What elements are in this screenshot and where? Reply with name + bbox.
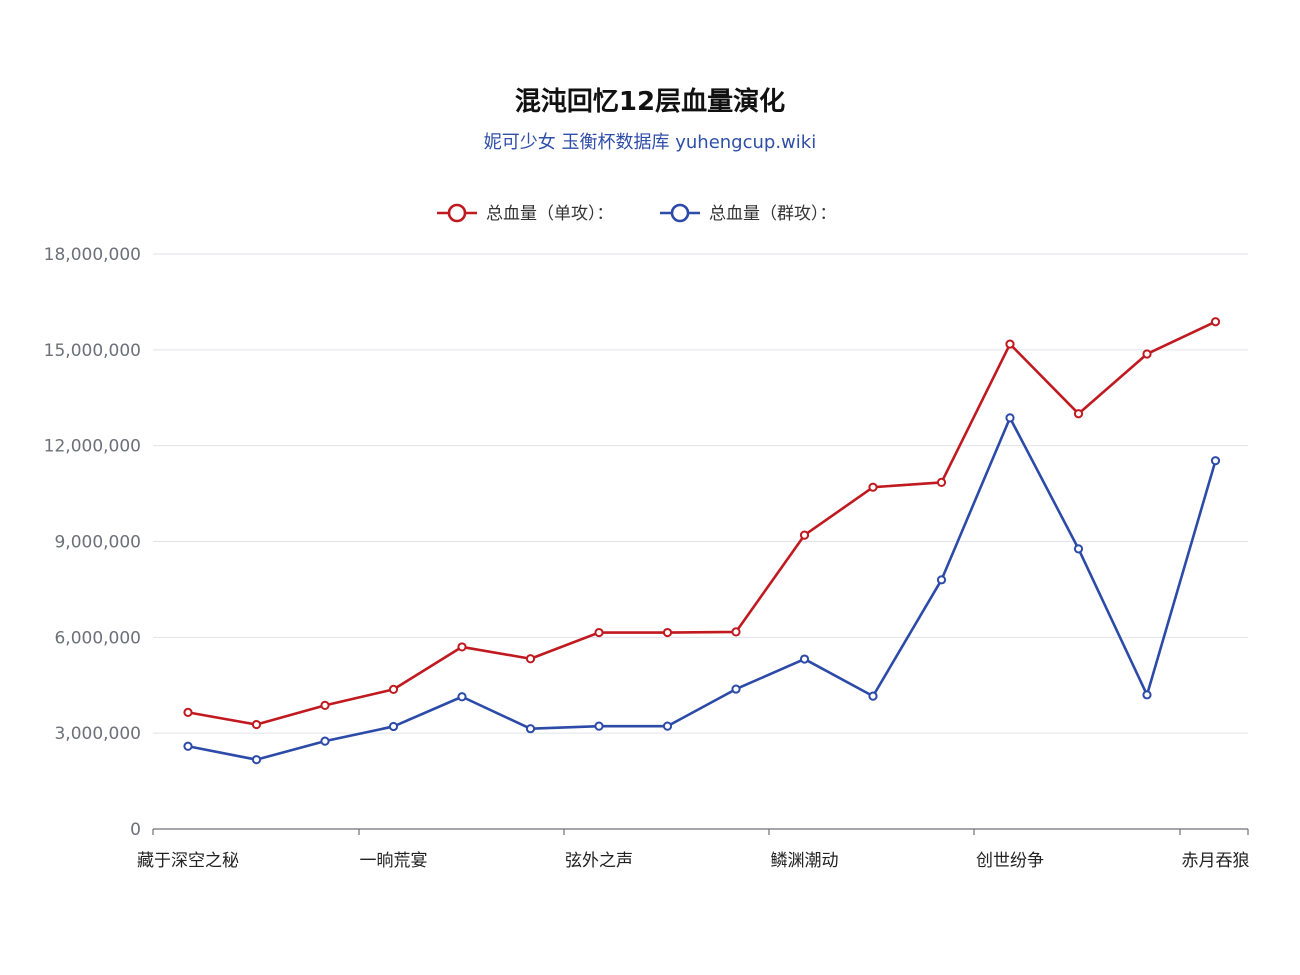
y-tick-label: 3,000,000 [54, 724, 141, 744]
data-point [662, 627, 673, 638]
data-point [251, 719, 262, 730]
chart-subtitle: 妮可少女 玉衡杯数据库 yuhengcup.wiki [484, 132, 816, 153]
legend-label: 总血量（群攻）： [709, 204, 837, 224]
data-point [320, 700, 330, 710]
data-point [936, 575, 947, 585]
legend-item-2: 总血量（群攻）： [660, 203, 837, 224]
data-point [525, 724, 536, 734]
data-point [936, 477, 947, 488]
grid-lines [153, 253, 1248, 734]
chart-title: 混沌回忆12层血量演化 [515, 86, 785, 117]
legend-item-1: 总血量（单攻）： [437, 203, 614, 224]
legend-marker [447, 203, 467, 223]
data-point [525, 654, 536, 664]
series-layer [183, 317, 1221, 765]
data-point [731, 627, 741, 637]
x-tick-label: 创世纷争 [976, 851, 1044, 871]
x-axis: 藏于深空之秘 一晌荒宴 弦外之声 鳞渊潮动 创世纷争 赤月吞狼 [137, 828, 1250, 871]
data-point [1073, 409, 1084, 419]
legend-marker [670, 203, 690, 223]
data-point [731, 684, 741, 694]
data-point [799, 654, 810, 664]
data-point [868, 691, 878, 701]
x-tick-label: 藏于深空之秘 [137, 851, 239, 871]
y-tick-label: 9,000,000 [54, 533, 141, 553]
y-axis: 0 3,000,000 6,000,000 9,000,000 12,000,000 15… [44, 245, 141, 840]
y-tick-label: 15,000,000 [44, 341, 141, 361]
x-tick-label: 赤月吞狼 [1182, 851, 1250, 871]
data-point [662, 721, 673, 731]
y-tick-label: 18,000,000 [44, 245, 141, 265]
y-tick-label: 6,000,000 [54, 628, 141, 648]
x-tick-label: 弦外之声 [565, 851, 633, 871]
data-point [1142, 349, 1152, 359]
y-tick-label: 0 [130, 820, 141, 840]
data-point [183, 741, 193, 751]
data-point [1210, 456, 1221, 466]
series-2 [183, 413, 1221, 765]
data-point [388, 684, 399, 695]
data-point [1073, 544, 1084, 554]
legend: 总血量（单攻）： 总血量（群攻）： [437, 203, 837, 224]
series-1 [183, 317, 1221, 730]
data-point [594, 721, 604, 731]
data-point [799, 530, 810, 540]
x-tick-label: 一晌荒宴 [360, 851, 428, 871]
data-point [457, 692, 467, 702]
x-tick-label: 鳞渊潮动 [771, 851, 839, 871]
data-point [1005, 339, 1015, 349]
series-line [187, 320, 1217, 726]
data-point [251, 755, 262, 765]
data-point [1210, 317, 1221, 327]
data-point [388, 721, 399, 732]
series-line [187, 416, 1217, 761]
data-point [457, 642, 467, 652]
data-point [1142, 690, 1152, 700]
data-point [183, 707, 193, 718]
data-point [1005, 413, 1015, 423]
legend-label: 总血量（单攻）： [486, 204, 614, 224]
y-tick-label: 12,000,000 [44, 437, 141, 457]
data-point [868, 482, 878, 492]
data-point [320, 736, 330, 746]
data-point [594, 627, 604, 638]
